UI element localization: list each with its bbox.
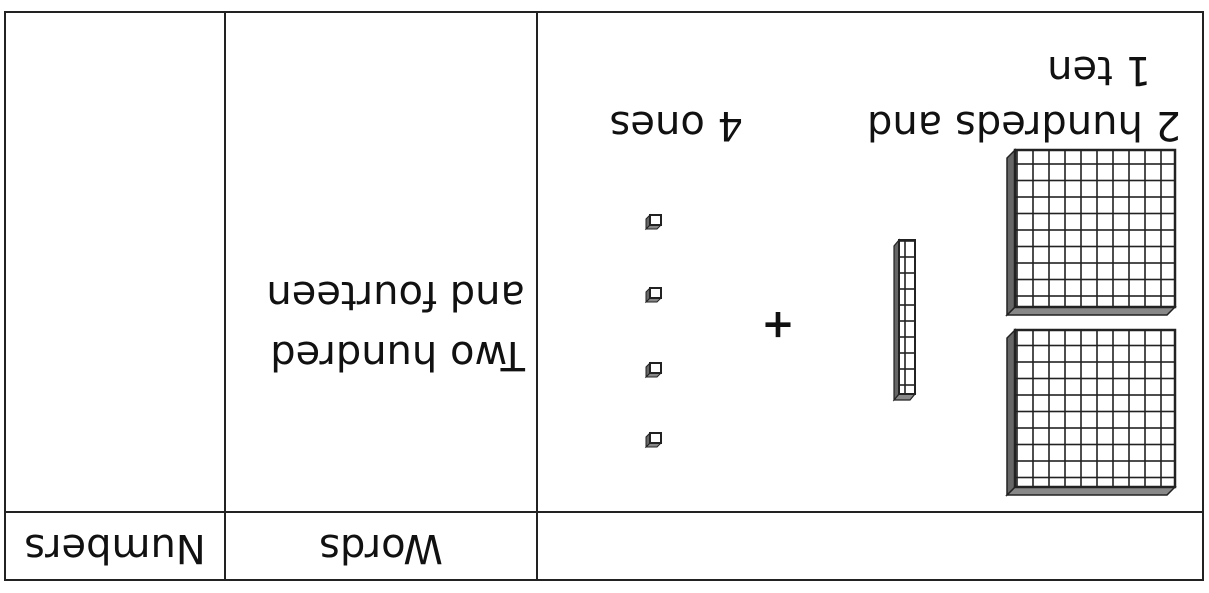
- hundreds-flat: [1005, 148, 1177, 317]
- number-words: and fourteen: [266, 272, 525, 318]
- plus-sign: +: [761, 302, 795, 348]
- header-numbers: Numbers: [24, 525, 206, 571]
- hundreds-flat: [1005, 328, 1177, 497]
- flipped-page: Words Numbers + 2 hundreds and: [4, 11, 1204, 581]
- hundreds-tens-label: 2 hundreds and: [867, 102, 1181, 148]
- ten-rod: [892, 238, 917, 402]
- ones-cubes: [644, 213, 663, 449]
- ones-label: 4 ones: [610, 102, 743, 148]
- header-words: Words: [319, 525, 443, 571]
- table-border: [4, 11, 1204, 581]
- hundreds-tens-label: 1 ten: [1047, 47, 1151, 93]
- number-words: Two hundred: [270, 332, 526, 378]
